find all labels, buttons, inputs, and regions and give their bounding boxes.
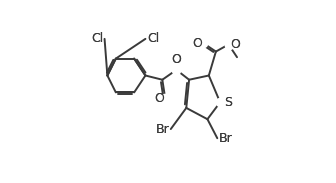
Text: Br: Br xyxy=(156,123,169,136)
Text: O: O xyxy=(192,37,202,50)
Text: Cl: Cl xyxy=(147,32,159,45)
Text: O: O xyxy=(171,53,181,66)
Text: O: O xyxy=(230,38,240,51)
Text: S: S xyxy=(224,96,232,109)
Text: Br: Br xyxy=(156,123,169,136)
Text: S: S xyxy=(224,96,232,109)
Text: Br: Br xyxy=(219,132,233,145)
Text: Cl: Cl xyxy=(147,32,159,45)
Text: Cl: Cl xyxy=(91,32,103,45)
Text: Br: Br xyxy=(219,132,233,145)
Text: O: O xyxy=(171,53,181,66)
Text: Cl: Cl xyxy=(91,32,103,45)
Text: O: O xyxy=(154,92,164,104)
Text: O: O xyxy=(154,92,164,104)
Text: O: O xyxy=(230,38,240,51)
Text: O: O xyxy=(192,37,202,50)
